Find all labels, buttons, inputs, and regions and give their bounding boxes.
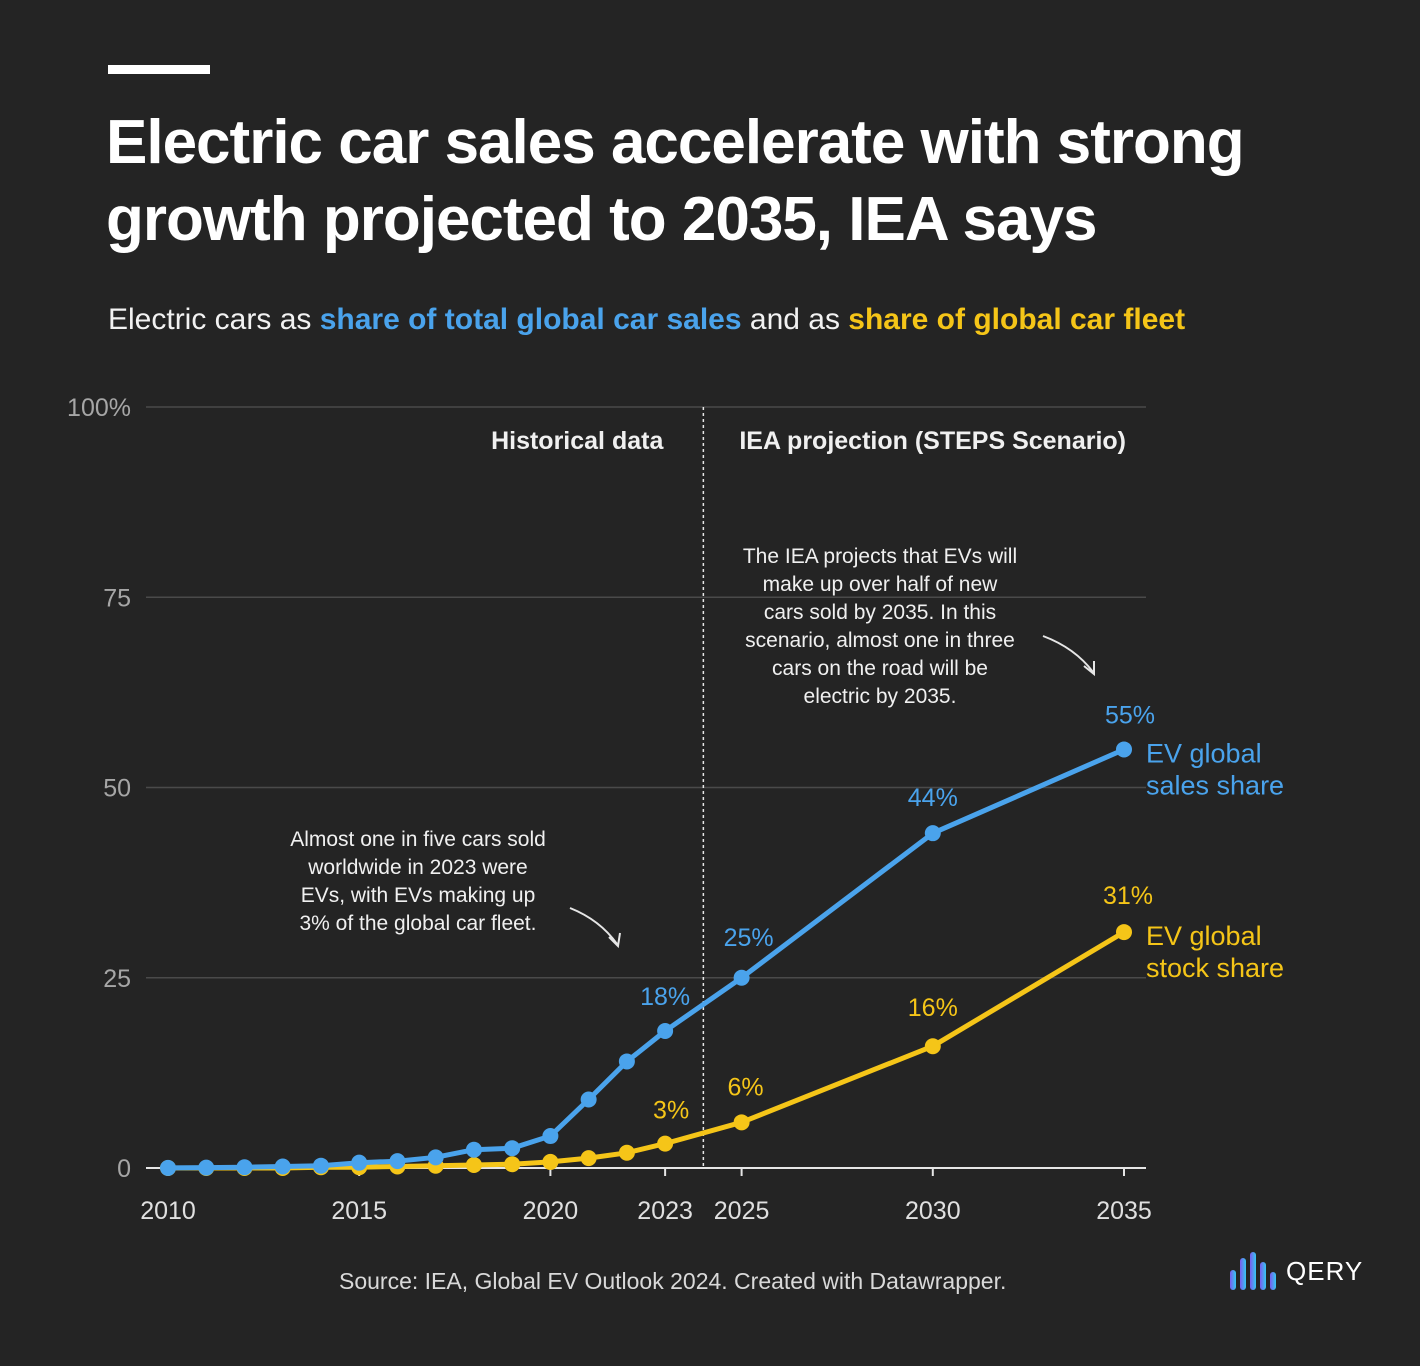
- subtitle-mid: and as: [741, 303, 849, 336]
- y-tick-label: 50: [103, 775, 131, 803]
- y-tick-label: 25: [103, 965, 131, 993]
- annotation-text: 3% of the global car fleet.: [300, 912, 537, 935]
- subtitle-sales-highlight: share of total global car sales: [319, 303, 742, 336]
- y-tick-label: 0: [117, 1155, 131, 1183]
- annotation-text: cars on the road will be: [772, 657, 988, 680]
- data-point: [160, 1159, 176, 1176]
- data-label: 3%: [653, 1097, 689, 1125]
- annotation-text: worldwide in 2023 were: [307, 856, 527, 879]
- annotation-text: Almost one in five cars sold: [290, 828, 546, 851]
- annotation-arrowhead-left: [608, 932, 621, 949]
- x-tick-label: 2010: [140, 1197, 196, 1225]
- data-point: [351, 1154, 368, 1171]
- source-note: Source: IEA, Global EV Outlook 2024. Cre…: [339, 1268, 1007, 1294]
- x-tick-label: 2020: [523, 1197, 579, 1225]
- annotation-text: cars sold by 2035. In this: [764, 601, 996, 624]
- data-point: [657, 1135, 674, 1152]
- data-point: [542, 1128, 559, 1145]
- annotation-text: electric by 2035.: [804, 685, 957, 708]
- data-point: [198, 1159, 215, 1176]
- data-point: [465, 1141, 482, 1158]
- data-label: 44%: [908, 784, 958, 812]
- data-point: [924, 1038, 941, 1055]
- data-point: [504, 1156, 521, 1173]
- data-point: [924, 825, 941, 842]
- brand-logo: QERY: [1228, 1250, 1363, 1292]
- data-label: 55%: [1105, 701, 1155, 729]
- data-point: [274, 1158, 291, 1175]
- x-tick-label: 2023: [637, 1197, 693, 1225]
- page-title: Electric car sales accelerate with stron…: [106, 108, 1245, 254]
- data-point: [733, 969, 750, 986]
- title-accent-bar: [108, 65, 210, 74]
- annotation-arrowhead-right: [1083, 661, 1095, 677]
- annotation-arrow-right: [1042, 635, 1094, 673]
- annotation-text: scenario, almost one in three: [745, 629, 1015, 652]
- annotation-arrow-left: [569, 907, 618, 945]
- series-name-label: sales share: [1146, 770, 1284, 800]
- chart-subtitle: Electric cars as share of total global c…: [108, 303, 1185, 337]
- data-label: 31%: [1103, 882, 1153, 910]
- data-point: [657, 1023, 674, 1040]
- annotation-text: The IEA projects that EVs will: [743, 545, 1017, 568]
- series-line: [165, 747, 1127, 1171]
- logo-text: QERY: [1286, 1255, 1364, 1286]
- data-point: [542, 1153, 559, 1170]
- data-point: [504, 1140, 521, 1157]
- subtitle-prefix: Electric cars as: [108, 303, 320, 336]
- x-tick-label: 2035: [1096, 1197, 1152, 1225]
- data-point: [236, 1159, 253, 1176]
- data-point: [389, 1153, 406, 1170]
- data-point: [427, 1149, 444, 1166]
- bar-logo-icon: [1230, 1252, 1276, 1290]
- data-point: [312, 1157, 329, 1174]
- data-point: [1116, 741, 1132, 758]
- annotation-text: EVs, with EVs making up: [301, 884, 536, 907]
- data-label: 25%: [724, 924, 774, 952]
- series-name-label: EV global: [1146, 921, 1262, 951]
- x-tick-label: 2025: [714, 1197, 770, 1225]
- series-name-label: EV global: [1146, 738, 1262, 768]
- series-line: [165, 929, 1127, 1171]
- data-point: [580, 1150, 597, 1167]
- series-name-label: stock share: [1146, 953, 1284, 983]
- y-tick-label: 100%: [67, 394, 131, 422]
- data-label: 18%: [640, 983, 690, 1011]
- annotation-text: make up over half of new: [763, 573, 998, 596]
- x-tick-label: 2015: [331, 1197, 387, 1225]
- x-tick-label: 2030: [905, 1197, 961, 1225]
- data-point: [580, 1091, 597, 1108]
- subtitle-fleet-highlight: share of global car fleet: [848, 303, 1186, 336]
- y-tick-label: 75: [103, 584, 131, 612]
- data-label: 16%: [908, 994, 958, 1022]
- data-point: [465, 1156, 482, 1173]
- section-label-historical: Historical data: [491, 427, 664, 455]
- data-point: [618, 1144, 635, 1161]
- data-point: [618, 1053, 635, 1070]
- data-point: [1116, 924, 1132, 941]
- data-label: 6%: [728, 1073, 764, 1101]
- section-label-projection: IEA projection (STEPS Scenario): [739, 427, 1126, 455]
- data-point: [733, 1114, 750, 1131]
